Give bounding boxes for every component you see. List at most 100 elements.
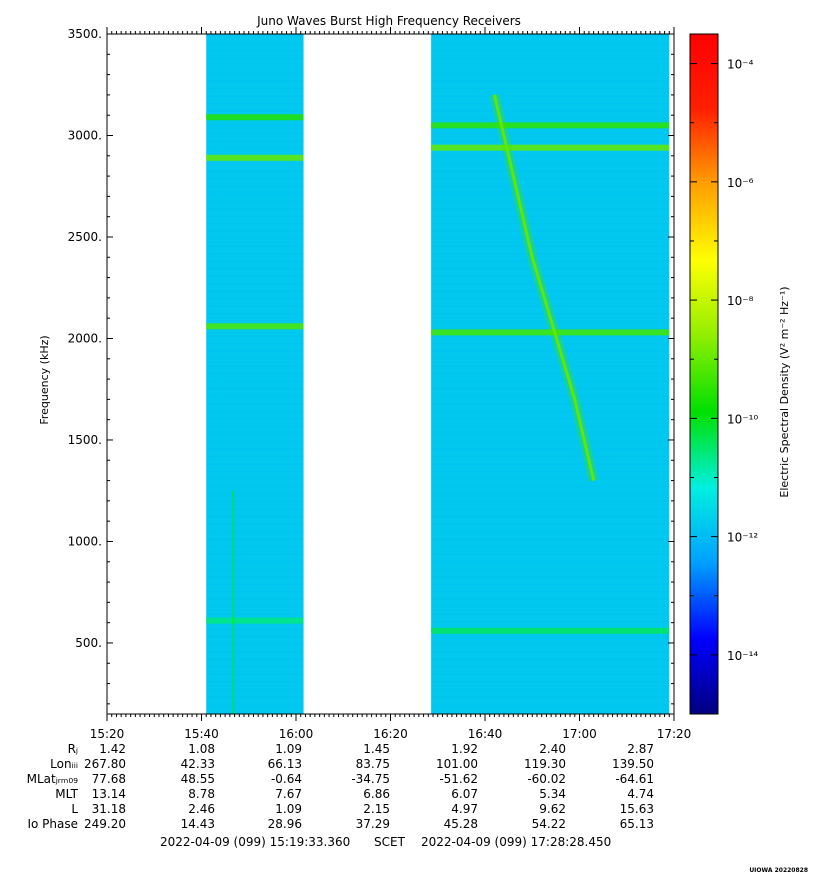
ephemeris-value: 28.96 bbox=[268, 817, 302, 831]
background-striation bbox=[206, 598, 304, 600]
background-striation bbox=[206, 628, 304, 630]
background-striation bbox=[206, 516, 304, 518]
background-striation bbox=[431, 253, 670, 255]
background-striation bbox=[206, 553, 304, 555]
background-striation bbox=[431, 95, 670, 97]
y-axis: 500. 1000. 1500. 2000. 2500. 3000. 3500. bbox=[68, 27, 674, 705]
background-striation bbox=[206, 703, 304, 705]
background-striation bbox=[431, 516, 670, 518]
background-striation bbox=[206, 140, 304, 142]
ephemeris-value: 2.87 bbox=[627, 742, 654, 756]
background-striation bbox=[206, 103, 304, 105]
background-striation bbox=[431, 283, 670, 285]
background-striation bbox=[431, 87, 670, 89]
background-striation bbox=[206, 163, 304, 165]
background-striation bbox=[206, 50, 304, 52]
background-striation bbox=[206, 410, 304, 412]
background-striation bbox=[431, 568, 670, 570]
background-striation bbox=[431, 501, 670, 503]
x-tick-label: 15:20 bbox=[90, 727, 125, 741]
ephemeris-row-label: Rⱼ bbox=[68, 742, 78, 756]
background-striation bbox=[206, 223, 304, 225]
background-striation bbox=[431, 493, 670, 495]
colorbar-tick-label: 10⁻¹² bbox=[727, 531, 758, 545]
x-tick-label: 16:00 bbox=[279, 727, 314, 741]
background-striation bbox=[206, 170, 304, 172]
background-striation bbox=[431, 208, 670, 210]
background-striation bbox=[431, 350, 670, 352]
background-striation bbox=[431, 305, 670, 307]
background-striation bbox=[206, 365, 304, 367]
ephemeris-value: 4.97 bbox=[451, 802, 478, 816]
ephemeris-row-label: MLatⱼᵣₘ₀₉ bbox=[27, 772, 79, 786]
ephemeris-value: 8.78 bbox=[188, 787, 215, 801]
background-striation bbox=[206, 538, 304, 540]
background-striation bbox=[431, 155, 670, 157]
background-striation bbox=[206, 643, 304, 645]
background-striation bbox=[206, 305, 304, 307]
background-striation bbox=[206, 65, 304, 67]
ephemeris-value: 249.20 bbox=[84, 817, 126, 831]
background-striation bbox=[431, 275, 670, 277]
ephemeris-value: 54.22 bbox=[532, 817, 566, 831]
background-striation bbox=[206, 651, 304, 653]
background-striation bbox=[431, 42, 670, 44]
x-axis: 15:20 15:40 16:00 16:20 16:40 17:00 17:20 bbox=[90, 27, 691, 741]
background-striation bbox=[206, 87, 304, 89]
background-striation bbox=[206, 478, 304, 480]
time-range-label: SCET bbox=[374, 835, 406, 849]
background-striation bbox=[206, 688, 304, 690]
background-striation bbox=[206, 208, 304, 210]
background-striation bbox=[431, 410, 670, 412]
vertical-emission bbox=[232, 490, 235, 714]
background-striation bbox=[431, 553, 670, 555]
background-striation bbox=[431, 118, 670, 120]
background-striation bbox=[206, 268, 304, 270]
background-striation bbox=[431, 681, 670, 683]
colorbar-label: Electric Spectral Density (V² m⁻² Hz⁻¹) bbox=[778, 286, 791, 497]
background-striation bbox=[431, 403, 670, 405]
background-striation bbox=[431, 598, 670, 600]
ephemeris-row-label: Lonᵢᵢᵢ bbox=[50, 757, 78, 771]
ephemeris-value: 31.18 bbox=[92, 802, 126, 816]
background-striation bbox=[431, 290, 670, 292]
emission-band bbox=[431, 627, 670, 634]
background-striation bbox=[431, 456, 670, 458]
background-striation bbox=[431, 478, 670, 480]
ephemeris-row-label: Io Phase bbox=[27, 817, 78, 831]
colorbar: 10⁻¹⁴ 10⁻¹² 10⁻¹⁰ 10⁻⁸ 10⁻⁶ 10⁻⁴ bbox=[689, 33, 758, 715]
background-striation bbox=[206, 636, 304, 638]
emission-band bbox=[206, 617, 304, 624]
ephemeris-value: 13.14 bbox=[92, 787, 126, 801]
background-striation bbox=[206, 373, 304, 375]
ephemeris-row-label: MLT bbox=[55, 787, 78, 801]
y-tick-label: 500. bbox=[75, 636, 102, 650]
background-striation bbox=[431, 260, 670, 262]
background-striation bbox=[431, 486, 670, 488]
background-striation bbox=[206, 80, 304, 82]
background-striation bbox=[206, 200, 304, 202]
background-striation bbox=[206, 583, 304, 585]
y-tick-label: 1500. bbox=[68, 433, 102, 447]
ephemeris-value: -51.62 bbox=[439, 772, 478, 786]
ephemeris-value: 1.08 bbox=[188, 742, 215, 756]
background-striation bbox=[431, 523, 670, 525]
background-striation bbox=[206, 568, 304, 570]
ephemeris-value: 1.42 bbox=[99, 742, 126, 756]
background-striation bbox=[206, 95, 304, 97]
background-striation bbox=[206, 681, 304, 683]
background-striation bbox=[206, 35, 304, 37]
colorbar-gradient bbox=[689, 33, 719, 715]
background-striation bbox=[431, 636, 670, 638]
emission-band bbox=[206, 323, 304, 330]
colorbar-tick-label: 10⁻¹⁴ bbox=[727, 649, 758, 663]
emission-band bbox=[431, 122, 670, 129]
credit-stamp: UIOWA 20220828 bbox=[749, 867, 808, 874]
ephemeris-value: 6.07 bbox=[451, 787, 478, 801]
x-tick-label: 17:00 bbox=[562, 727, 597, 741]
background-striation bbox=[431, 658, 670, 660]
background-striation bbox=[206, 463, 304, 465]
background-striation bbox=[206, 57, 304, 59]
background-striation bbox=[431, 170, 670, 172]
